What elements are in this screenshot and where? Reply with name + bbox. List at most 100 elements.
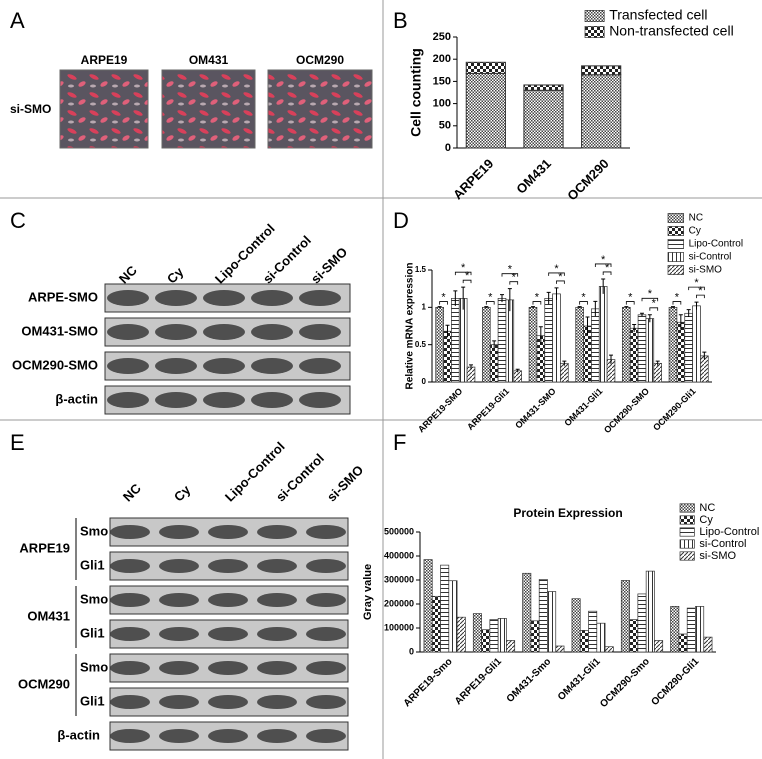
blot-band bbox=[110, 661, 150, 675]
blot-band bbox=[306, 729, 346, 743]
blot-row-label: Smo bbox=[80, 523, 108, 538]
y-tick-label: 100 bbox=[433, 98, 451, 110]
blot-band bbox=[257, 559, 297, 573]
blot-column-label: NC bbox=[116, 262, 140, 286]
blot-band bbox=[208, 559, 248, 573]
image-column-label: OM431 bbox=[189, 53, 229, 67]
error-bar bbox=[484, 306, 489, 309]
significance-bracket bbox=[556, 280, 565, 284]
blot-band bbox=[208, 729, 248, 743]
y-tick-label: 1.5 bbox=[415, 265, 427, 274]
blot-band bbox=[306, 627, 346, 641]
error-bar bbox=[469, 364, 474, 370]
error-bar bbox=[538, 326, 543, 345]
blot-row-label: OCM290-SMO bbox=[12, 357, 98, 372]
y-tick-label: 200000 bbox=[384, 598, 414, 608]
x-tick-label: ARPE19-Gli1 bbox=[465, 386, 511, 432]
error-bar bbox=[562, 360, 567, 366]
significance-bracket bbox=[501, 273, 519, 277]
legend-swatch bbox=[667, 265, 684, 275]
x-tick-label: OCM290-Gli1 bbox=[651, 386, 698, 433]
bar bbox=[629, 619, 639, 653]
blot-band bbox=[203, 392, 245, 408]
bar bbox=[435, 306, 444, 383]
bar bbox=[637, 314, 647, 383]
bar bbox=[530, 620, 540, 653]
error-bar bbox=[577, 306, 582, 309]
legend-swatch bbox=[667, 239, 684, 249]
error-bar bbox=[624, 306, 629, 309]
significance-bracket bbox=[532, 301, 542, 305]
bar bbox=[686, 607, 696, 653]
error-bar bbox=[678, 314, 683, 330]
blot-row-label: Smo bbox=[80, 591, 108, 606]
significance-label: * bbox=[581, 291, 586, 303]
bar bbox=[670, 606, 680, 653]
blot-band bbox=[203, 324, 245, 340]
legend-label: si-Control bbox=[689, 252, 732, 263]
blot-band bbox=[306, 593, 346, 607]
blot-band bbox=[159, 525, 199, 539]
micrograph bbox=[267, 69, 373, 149]
bar bbox=[692, 305, 701, 383]
bar bbox=[505, 299, 515, 383]
blot-band bbox=[306, 525, 346, 539]
blot-band bbox=[159, 661, 199, 675]
blot-band bbox=[306, 695, 346, 709]
blot-band bbox=[257, 593, 297, 607]
significance-label: * bbox=[554, 263, 559, 275]
blot-band bbox=[299, 392, 341, 408]
blot-band bbox=[159, 593, 199, 607]
error-bar bbox=[593, 300, 598, 317]
legend-label: Cy bbox=[689, 226, 701, 237]
bar bbox=[653, 362, 662, 383]
error-bar bbox=[461, 286, 466, 310]
blot-band bbox=[159, 729, 199, 743]
legend-label: Transfected cell bbox=[609, 7, 707, 23]
bar bbox=[522, 572, 532, 653]
bar bbox=[440, 564, 450, 653]
error-bar bbox=[655, 360, 660, 366]
x-tick-label: OCM290-SMO bbox=[602, 386, 651, 435]
y-tick-label: 200 bbox=[433, 53, 451, 65]
significance-label: * bbox=[461, 262, 466, 274]
blot-row-label: β-actin bbox=[55, 391, 98, 406]
significance-bracket bbox=[594, 263, 612, 267]
legend-swatch bbox=[667, 252, 684, 262]
significance-label: * bbox=[535, 291, 540, 303]
legend-swatch bbox=[667, 213, 684, 223]
x-tick-label: OCM290-Smo bbox=[598, 656, 652, 710]
significance-label: * bbox=[488, 291, 493, 303]
error-bar bbox=[492, 340, 497, 349]
blot-band bbox=[306, 661, 346, 675]
blot-group-label: ARPE19 bbox=[19, 540, 70, 555]
blot-band bbox=[107, 324, 149, 340]
legend-swatch bbox=[679, 527, 695, 537]
error-bar bbox=[554, 287, 559, 300]
bar bbox=[547, 591, 557, 653]
panel-letter: A bbox=[10, 8, 25, 33]
x-tick-label: OCM290-Gli1 bbox=[650, 656, 702, 708]
blot-band bbox=[208, 695, 248, 709]
significance-bracket bbox=[649, 307, 659, 311]
significance-bracket bbox=[625, 301, 635, 305]
blot-band bbox=[299, 324, 341, 340]
bar bbox=[513, 370, 522, 383]
significance-bracket bbox=[548, 272, 565, 276]
blot-band bbox=[208, 525, 248, 539]
x-tick-label: ARPE19-SMO bbox=[416, 386, 464, 434]
error-bar bbox=[546, 291, 551, 305]
error-bar bbox=[445, 324, 450, 338]
bar bbox=[622, 306, 631, 383]
error-bar bbox=[609, 354, 614, 365]
blot-band bbox=[203, 290, 245, 306]
x-tick-label: OM431-Gli1 bbox=[562, 386, 604, 428]
bar bbox=[448, 580, 458, 653]
legend-label: Non-transfected cell bbox=[609, 23, 734, 39]
y-tick-label: 0.5 bbox=[415, 340, 427, 349]
blot-band bbox=[159, 627, 199, 641]
blot-row-label: Smo bbox=[80, 659, 108, 674]
blot-band bbox=[208, 593, 248, 607]
y-tick-label: 400000 bbox=[384, 550, 414, 560]
